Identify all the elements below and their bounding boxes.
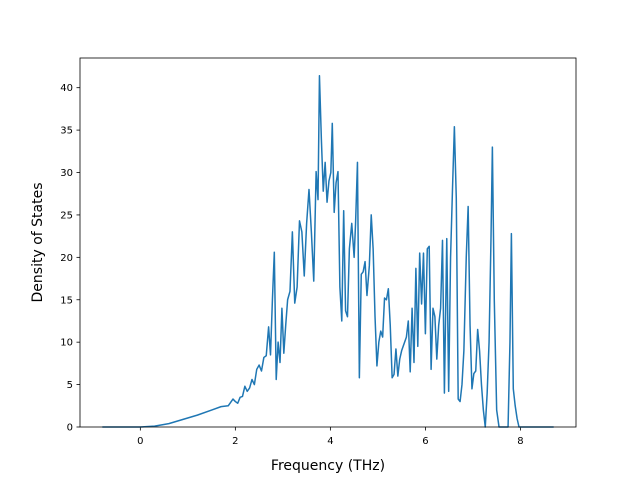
y-tick-label: 35: [60, 126, 73, 137]
data-line: [102, 75, 554, 428]
y-tick-label: 5: [67, 380, 73, 391]
y-tick-label: 10: [60, 338, 73, 349]
x-tick-label: 6: [422, 436, 428, 447]
y-tick-label: 25: [60, 210, 73, 221]
y-tick-label: 40: [60, 83, 73, 94]
x-tick-label: 0: [137, 436, 143, 447]
x-axis-label: Frequency (THz): [271, 458, 385, 474]
plot-frame: [79, 57, 577, 428]
x-tick-label: 8: [517, 436, 523, 447]
y-tick-label: 15: [60, 295, 73, 306]
y-tick-label: 30: [60, 168, 73, 179]
y-tick-label: 20: [60, 253, 73, 264]
x-tick-label: 4: [327, 436, 333, 447]
y-axis-label: Density of States: [30, 183, 46, 303]
x-tick-label: 2: [232, 436, 238, 447]
y-tick-label: 0: [67, 423, 73, 434]
